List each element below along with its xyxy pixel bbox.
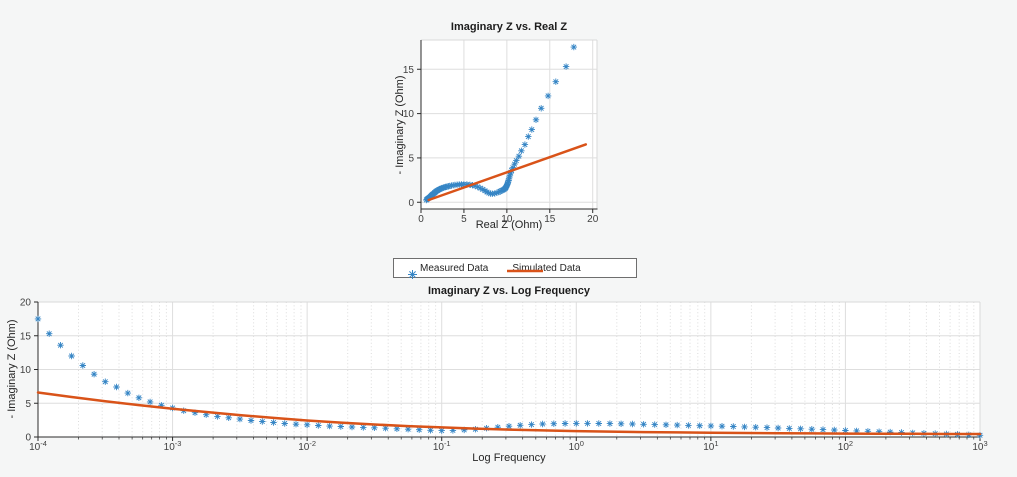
legend-label-simulated: Simulated Data (512, 262, 581, 274)
frequency-xaxis-label: Log Frequency (472, 452, 546, 464)
svg-text:5: 5 (25, 399, 31, 410)
svg-text:10: 10 (403, 109, 415, 120)
frequency-chart-title: Imaginary Z vs. Log Frequency (428, 285, 590, 297)
svg-text:100: 100 (569, 439, 584, 453)
svg-text:10-3: 10-3 (164, 439, 182, 453)
svg-text:0: 0 (25, 433, 31, 444)
svg-text:20: 20 (587, 214, 599, 225)
svg-text:10-1: 10-1 (433, 439, 451, 453)
svg-text:5: 5 (461, 214, 467, 225)
nyquist-chart-title: Imaginary Z vs. Real Z (450, 21, 568, 33)
legend-label-measured: Measured Data (420, 262, 489, 274)
svg-text:20: 20 (20, 298, 32, 309)
svg-text:15: 15 (20, 331, 32, 342)
frequency-chart-canvas[interactable]: 10-4 10-3 10-2 10-1 100 101 102 103 0 5 10 15 20 (0, 283, 1017, 477)
svg-text:5: 5 (408, 153, 414, 164)
svg-text:10: 10 (501, 214, 513, 225)
nyquist-chart-canvas[interactable]: 0 5 10 15 20 0 5 10 15 (320, 10, 700, 260)
nyquist-xaxis-label: Real Z (Ohm) (475, 219, 543, 231)
svg-text:102: 102 (838, 439, 853, 453)
svg-text:15: 15 (403, 65, 415, 76)
svg-text:10-4: 10-4 (29, 439, 47, 453)
svg-text:10: 10 (20, 365, 32, 376)
svg-text:0: 0 (408, 198, 414, 209)
legend: Measured Data Simulated Data (393, 258, 637, 279)
svg-text:15: 15 (544, 214, 556, 225)
svg-text:103: 103 (972, 439, 987, 453)
nyquist-yaxis-label: - Imaginary Z (Ohm) (394, 75, 406, 175)
svg-text:0: 0 (418, 214, 424, 225)
frequency-yaxis-label: - Imaginary Z (Ohm) (6, 319, 18, 419)
svg-text:10-2: 10-2 (298, 439, 316, 453)
svg-text:101: 101 (703, 439, 718, 453)
